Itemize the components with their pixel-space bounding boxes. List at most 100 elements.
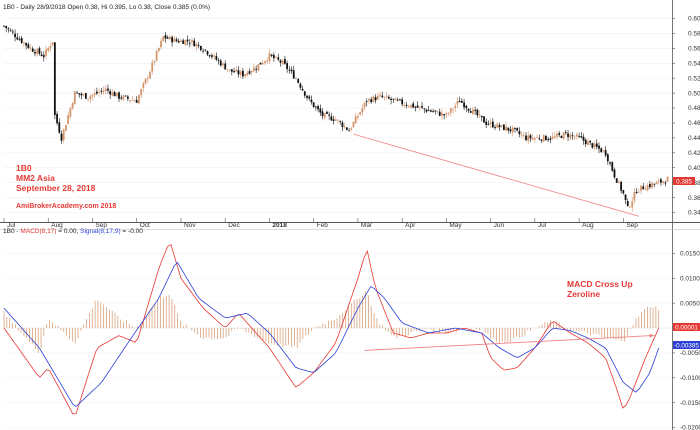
candle-body — [188, 42, 191, 44]
annotation-date: September 28, 2018 — [16, 183, 96, 193]
candle-body — [509, 129, 512, 132]
macd-axis-tick-label: 0.0100 — [680, 275, 700, 282]
candle-body — [441, 112, 443, 116]
candle-body — [36, 49, 39, 55]
candle-body — [84, 93, 87, 99]
candle-body — [233, 71, 235, 73]
candle-body — [53, 42, 56, 115]
candle-body — [421, 106, 423, 108]
price-axis-tick-label: 0.36 — [688, 195, 700, 202]
candle-body — [80, 93, 83, 96]
candle-body — [423, 108, 426, 110]
candle-body — [547, 139, 550, 140]
candle-body — [120, 97, 123, 99]
candle-body — [144, 78, 147, 84]
candle-body — [516, 128, 519, 131]
candle-body — [202, 50, 204, 52]
candle-body — [113, 92, 116, 97]
candle-body — [456, 100, 459, 105]
candle-body — [465, 105, 468, 109]
candle-body — [151, 62, 154, 72]
candle-body — [469, 111, 472, 113]
candle-body — [259, 62, 262, 65]
price-axis-tick-label: 0.56 — [688, 46, 700, 53]
candle-body — [405, 104, 408, 106]
candle-body — [230, 69, 233, 72]
candle-body — [73, 91, 76, 105]
candle-body — [270, 54, 273, 56]
candle-body — [416, 105, 419, 108]
annotation-macd-note-1: MACD Cross Up — [567, 279, 633, 289]
candle-body — [319, 108, 322, 113]
price-axis-tick-label: 0.50 — [688, 90, 700, 97]
candle-body — [520, 134, 523, 136]
candle-body — [494, 127, 496, 128]
candle-body — [604, 150, 607, 156]
macd-header-prefix: 1B0 - — [3, 228, 20, 235]
candle-body — [264, 60, 266, 64]
candle-body — [573, 136, 576, 138]
candle-body — [631, 201, 634, 208]
price-axis-tick-label: 0.34 — [688, 210, 700, 217]
candle-body — [648, 184, 651, 188]
candle-body — [89, 96, 92, 100]
candle-body — [25, 42, 28, 46]
candle-body — [23, 42, 25, 44]
candle-body — [653, 183, 656, 185]
candle-body — [321, 111, 324, 117]
candle-body — [533, 137, 536, 140]
candle-body — [458, 100, 461, 103]
macd-gridlines — [4, 253, 672, 428]
candle-body — [337, 119, 339, 121]
candle-body — [49, 46, 52, 49]
candle-body — [292, 70, 295, 79]
candle-body — [449, 108, 452, 113]
candle-body — [281, 60, 284, 65]
candle-body — [410, 104, 412, 108]
candle-body — [655, 182, 658, 185]
macd-legend-macd-value: = 0.00, — [56, 228, 80, 235]
macd-legend-signal: Signal(8,17,9) — [80, 228, 120, 235]
candle-body — [9, 30, 12, 32]
candle-body — [224, 63, 227, 70]
macd-axis-tick-label: 0.0050 — [680, 300, 700, 307]
time-axis-tick-label: Nov — [184, 222, 196, 229]
candle-body — [191, 40, 193, 43]
candle-body — [383, 96, 386, 98]
candle-body — [328, 114, 331, 116]
candle-body — [268, 53, 271, 62]
candle-body — [527, 135, 530, 141]
candle-body — [363, 102, 366, 108]
candle-body — [129, 100, 131, 101]
candle-body — [312, 102, 315, 108]
candle-body — [56, 113, 58, 124]
candle-body — [255, 68, 258, 70]
candle-body — [549, 138, 552, 140]
candle-body — [253, 67, 255, 72]
macd-axis-tick-label: 0.0150 — [680, 251, 700, 258]
candle-body — [237, 70, 240, 75]
signal-badge-bg — [673, 341, 700, 349]
candle-body — [47, 47, 50, 51]
candle-body — [452, 108, 454, 110]
candle-body — [153, 60, 156, 63]
candle-body — [326, 111, 328, 114]
candle-body — [412, 103, 415, 108]
candle-body — [394, 98, 397, 101]
candle-body — [193, 40, 196, 47]
candle-body — [618, 181, 620, 183]
candle-body — [640, 185, 642, 191]
candle-body — [109, 90, 112, 95]
candle-body — [14, 33, 16, 38]
candle-body — [226, 69, 229, 71]
candle-body — [514, 127, 516, 129]
candle-body — [622, 190, 625, 194]
candle-body — [401, 99, 404, 105]
time-axis-tick-label: Oct — [140, 222, 150, 229]
candle-body — [131, 99, 134, 101]
candle-body — [606, 154, 609, 162]
candle-body — [531, 137, 534, 140]
candle-body — [507, 127, 510, 131]
candle-body — [277, 57, 280, 60]
time-axis-tick-label: Feb — [317, 222, 329, 229]
